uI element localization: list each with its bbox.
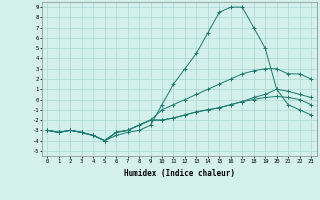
X-axis label: Humidex (Indice chaleur): Humidex (Indice chaleur) <box>124 169 235 178</box>
